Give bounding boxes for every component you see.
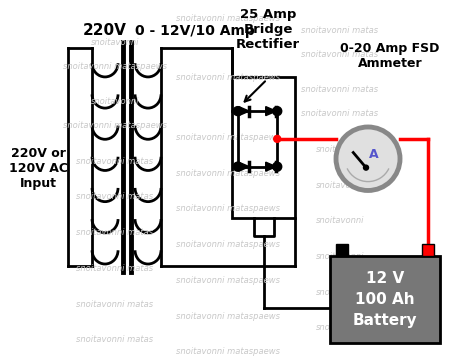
- Text: 0 - 12V/10 Amp: 0 - 12V/10 Amp: [135, 24, 254, 38]
- Text: snoitavonni mataspaews: snoitavonni mataspaews: [63, 62, 167, 71]
- Text: 25 Amp
Bridge
Rectifier: 25 Amp Bridge Rectifier: [235, 8, 299, 51]
- Text: snoitavonni: snoitavonni: [315, 180, 364, 189]
- Text: snoitavonni matas: snoitavonni matas: [76, 264, 153, 273]
- Text: snoitavonni mataspaews: snoitavonni mataspaews: [176, 240, 279, 249]
- Circle shape: [233, 162, 242, 171]
- Text: snoitavonni matas: snoitavonni matas: [76, 300, 153, 309]
- Text: A: A: [369, 148, 378, 161]
- Text: snoitavonni matas: snoitavonni matas: [301, 50, 378, 59]
- Text: snoitavonni mataspaews: snoitavonni mataspaews: [176, 204, 279, 213]
- Bar: [421, 244, 433, 256]
- Text: snoitavonni mataspaews: snoitavonni mataspaews: [63, 121, 167, 130]
- Text: snoitavonni: snoitavonni: [91, 97, 139, 106]
- Text: snoitavonni mataspaews: snoitavonni mataspaews: [176, 276, 279, 285]
- Text: 0-20 Amp FSD
Ammeter: 0-20 Amp FSD Ammeter: [339, 42, 439, 70]
- Polygon shape: [265, 162, 276, 171]
- Text: snoitavonni matas: snoitavonni matas: [76, 157, 153, 166]
- Text: snoitavonni mataspaews: snoitavonni mataspaews: [176, 169, 279, 178]
- Text: snoitavonni mataspaews: snoitavonni mataspaews: [176, 133, 279, 142]
- Text: snoitavonni: snoitavonni: [315, 216, 364, 225]
- Text: snoitavonni mataspaews: snoitavonni mataspaews: [176, 14, 279, 23]
- Text: snoitavonni matas: snoitavonni matas: [301, 26, 378, 35]
- Circle shape: [363, 165, 368, 170]
- Text: snoitavonni: snoitavonni: [315, 252, 364, 261]
- Text: 220V: 220V: [83, 23, 126, 38]
- Text: 220V or
120V AC
Input: 220V or 120V AC Input: [9, 147, 67, 190]
- Text: 12 V
100 Ah
Battery: 12 V 100 Ah Battery: [352, 271, 416, 328]
- Text: snoitavonni mataspaews: snoitavonni mataspaews: [176, 311, 279, 320]
- Circle shape: [272, 162, 281, 171]
- Circle shape: [233, 107, 242, 116]
- Polygon shape: [265, 107, 276, 116]
- Circle shape: [335, 127, 399, 190]
- Text: snoitavonni matas: snoitavonni matas: [76, 335, 153, 344]
- Text: snoitavonni matas: snoitavonni matas: [301, 109, 378, 118]
- Text: snoitavonni: snoitavonni: [315, 288, 364, 297]
- Text: snoitavonni: snoitavonni: [315, 323, 364, 333]
- Circle shape: [272, 107, 281, 116]
- Text: snoitavonni matas: snoitavonni matas: [76, 228, 153, 237]
- Text: snoitavonni mataspaews: snoitavonni mataspaews: [176, 347, 279, 356]
- Circle shape: [273, 135, 280, 142]
- Text: snoitavonni: snoitavonni: [315, 145, 364, 154]
- Bar: [329, 256, 439, 343]
- Polygon shape: [238, 107, 249, 116]
- Text: snoitavonni: snoitavonni: [91, 38, 139, 47]
- Text: snoitavonni matas: snoitavonni matas: [301, 85, 378, 94]
- Text: snoitavonni mataspaews: snoitavonni mataspaews: [176, 73, 279, 82]
- Text: snoitavonni matas: snoitavonni matas: [76, 193, 153, 202]
- Polygon shape: [238, 162, 249, 171]
- Bar: [232, 77, 294, 218]
- Bar: [335, 244, 347, 256]
